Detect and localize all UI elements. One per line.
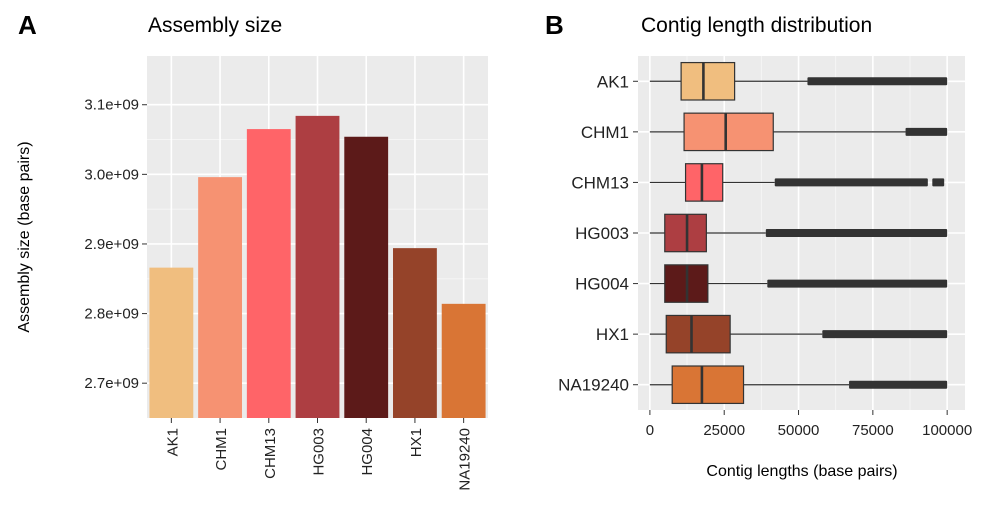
y-tick-label: HX1 bbox=[596, 325, 629, 344]
x-tick-label: 100000 bbox=[922, 422, 972, 439]
y-tick-label: HG004 bbox=[575, 275, 629, 294]
outliers-chm1 bbox=[905, 127, 948, 136]
panel-b-x-ticks: 0 25000 50000 75000 100000 bbox=[646, 410, 972, 439]
iqr-box-chm1 bbox=[683, 112, 774, 152]
panel-b-x-axis-label: Contig lengths (base pairs) bbox=[706, 463, 897, 480]
x-tick-label: 0 bbox=[646, 422, 654, 439]
iqr-box-na19240 bbox=[671, 365, 745, 405]
bar-hg004 bbox=[344, 136, 389, 418]
outliers-na19240 bbox=[849, 380, 948, 389]
outliers-hg004 bbox=[767, 279, 948, 288]
bar-chm13 bbox=[246, 129, 291, 418]
panel-b-title: Contig length distribution bbox=[641, 14, 872, 37]
panel-a-y-ticks: 2.7e+09 2.8e+09 2.9e+09 3.0e+09 3.1e+09 bbox=[84, 97, 147, 392]
outliers-chm13 bbox=[774, 178, 928, 187]
x-tick-label: 25000 bbox=[703, 422, 745, 439]
x-tick-label: CHM13 bbox=[262, 428, 279, 479]
bar-hg003 bbox=[295, 115, 340, 418]
y-tick-label: 3.1e+09 bbox=[84, 97, 139, 114]
box-ak1 bbox=[649, 61, 948, 101]
y-tick-label: HG003 bbox=[575, 224, 629, 243]
x-tick-label: HX1 bbox=[408, 428, 425, 457]
x-tick-label: HG003 bbox=[311, 428, 328, 476]
y-tick-label: 2.7e+09 bbox=[84, 375, 139, 392]
x-tick-label: CHM1 bbox=[213, 428, 230, 471]
box-hg003 bbox=[649, 213, 948, 253]
panel-a-y-axis-label: Assembly size (base pairs) bbox=[16, 141, 33, 332]
box-hg004 bbox=[649, 264, 948, 303]
x-tick-label: HG004 bbox=[359, 428, 376, 476]
panel-a-letter: A bbox=[18, 10, 37, 40]
x-tick-label: AK1 bbox=[164, 428, 181, 456]
y-tick-label: 2.8e+09 bbox=[84, 306, 139, 323]
panel-b-boxes bbox=[649, 61, 948, 405]
y-tick-label: CHM13 bbox=[571, 173, 629, 192]
iqr-box-hx1 bbox=[665, 314, 731, 354]
box-chm13 bbox=[649, 163, 945, 202]
outliers-chm13 bbox=[932, 178, 945, 187]
outliers-ak1 bbox=[807, 77, 948, 86]
panel-a-x-ticks: AK1 CHM1 CHM13 HG003 HG004 HX1 NA19240 bbox=[164, 418, 474, 491]
y-tick-label: CHM1 bbox=[581, 123, 629, 142]
iqr-box-chm13 bbox=[684, 163, 724, 202]
iqr-box-hg003 bbox=[664, 213, 707, 253]
x-tick-label: 50000 bbox=[778, 422, 820, 439]
box-chm1 bbox=[649, 112, 948, 152]
x-tick-label: NA19240 bbox=[457, 428, 474, 491]
iqr-box-ak1 bbox=[680, 61, 736, 101]
outliers-hg003 bbox=[765, 229, 948, 237]
bar-ak1 bbox=[149, 267, 194, 418]
panel-a-title: Assembly size bbox=[148, 14, 282, 37]
bar-hx1 bbox=[393, 248, 437, 418]
panel-a-bars bbox=[149, 115, 486, 418]
y-tick-label: 2.9e+09 bbox=[84, 236, 139, 253]
y-tick-label: 3.0e+09 bbox=[84, 166, 139, 183]
outliers-hx1 bbox=[822, 330, 948, 339]
box-hx1 bbox=[649, 314, 948, 354]
panel-b-y-ticks: AK1 CHM1 CHM13 HG003 HG004 HX1 NA19240 bbox=[558, 72, 638, 395]
y-tick-label: AK1 bbox=[597, 72, 629, 91]
box-na19240 bbox=[649, 365, 948, 405]
bar-chm1 bbox=[198, 177, 242, 418]
x-tick-label: 75000 bbox=[852, 422, 894, 439]
panel-b: B Contig length distribution AK1 CHM1 CHM1… bbox=[545, 10, 972, 480]
bar-na19240 bbox=[441, 303, 486, 418]
panel-b-letter: B bbox=[545, 10, 564, 40]
panel-a: A Assembly size 2.7e+09 2.8e+09 2.9e+09 3.0… bbox=[16, 10, 488, 491]
y-tick-label: NA19240 bbox=[558, 376, 629, 395]
